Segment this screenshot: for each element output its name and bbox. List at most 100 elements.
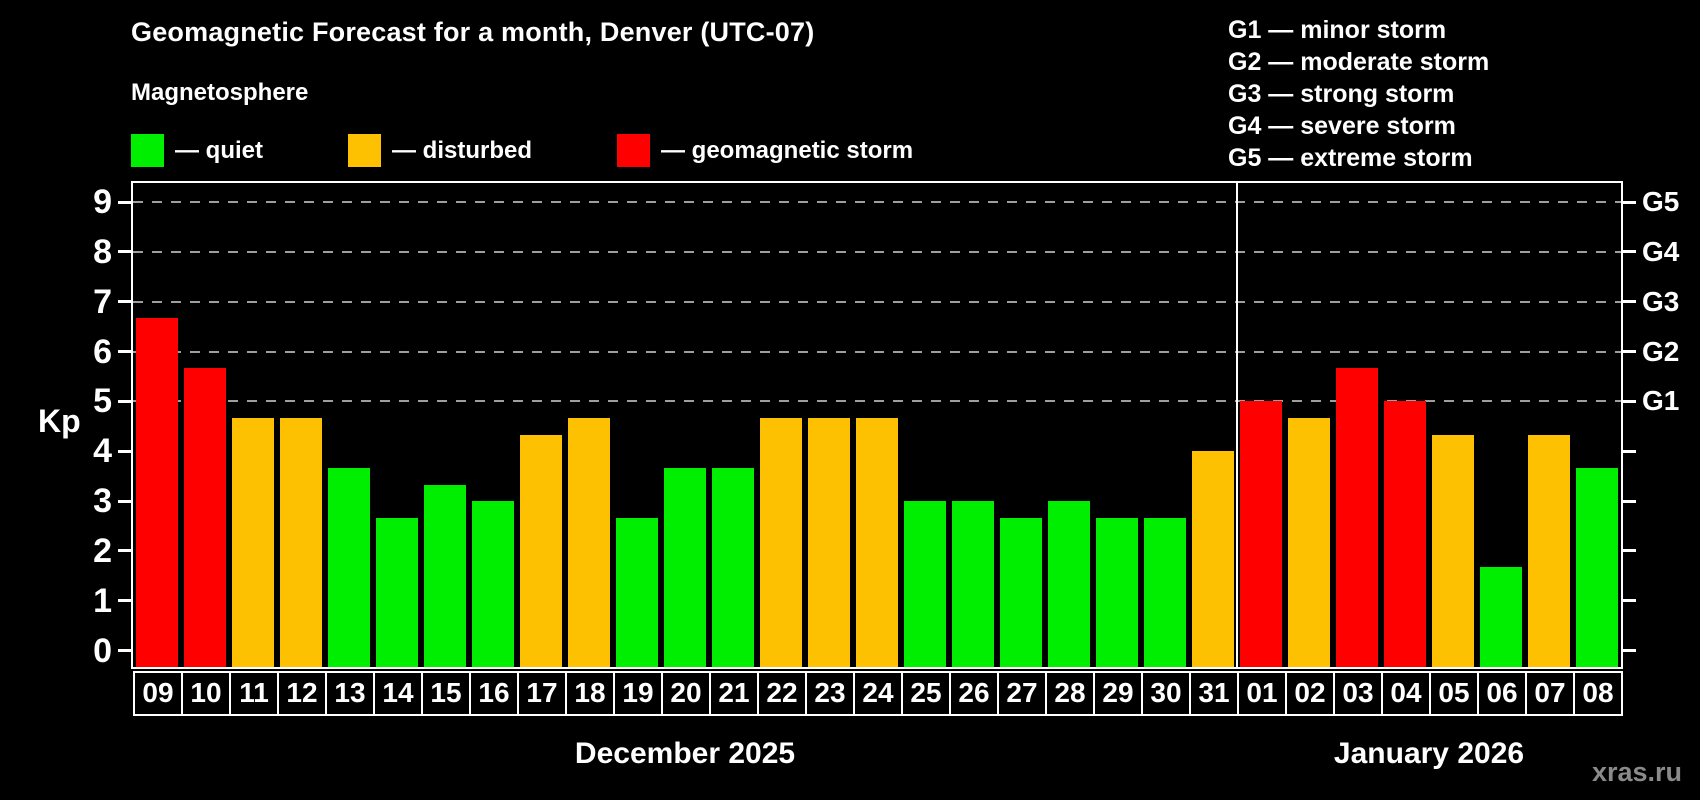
kp-gridline — [133, 350, 1621, 353]
kp-bar — [616, 517, 658, 667]
y-axis-tick — [118, 200, 131, 204]
disturbed-legend-label: — disturbed — [392, 137, 533, 164]
y-axis-tick-label: 8 — [93, 232, 112, 271]
y-axis-tick-right — [1623, 449, 1636, 453]
kp-bar — [760, 417, 802, 667]
kp-gridline — [133, 201, 1621, 204]
month-label-left: December 2025 — [574, 737, 796, 770]
kp-bar — [808, 417, 850, 667]
y-axis-tick-label: 9 — [93, 183, 112, 222]
kp-bar — [664, 467, 706, 667]
y-axis-tick-right — [1623, 300, 1636, 304]
kp-bar — [856, 417, 898, 667]
y-axis-tick-label: 1 — [93, 581, 112, 620]
date-label: 31 — [1189, 671, 1239, 716]
quiet-legend-label: — quiet — [175, 137, 263, 164]
y-axis-tick — [118, 649, 131, 652]
g4-legend-line: G4 — severe storm — [1228, 112, 1456, 140]
date-label: 22 — [757, 671, 807, 716]
storm-legend-swatch — [617, 134, 650, 167]
quiet-legend-swatch — [131, 134, 164, 167]
kp-gridline — [133, 300, 1621, 303]
date-label: 12 — [277, 671, 327, 716]
kp-gridline — [133, 400, 1621, 403]
kp-bar — [1000, 517, 1042, 667]
kp-bar — [1480, 567, 1522, 667]
kp-bar — [568, 417, 610, 667]
date-label: 05 — [1429, 671, 1479, 716]
date-label: 19 — [613, 671, 663, 716]
kp-bar — [328, 467, 370, 667]
date-label: 28 — [1045, 671, 1095, 716]
date-label: 04 — [1381, 671, 1431, 716]
date-label: 18 — [565, 671, 615, 716]
y-axis-tick-right — [1623, 250, 1636, 254]
y-axis-tick — [118, 300, 131, 304]
kp-bar — [520, 434, 562, 667]
kp-bar — [1240, 401, 1282, 667]
date-label: 15 — [421, 671, 471, 716]
kp-bar — [1192, 451, 1234, 667]
g-scale-tick-label: G5 — [1642, 186, 1680, 218]
y-axis-tick-label: 2 — [93, 531, 112, 570]
kp-bar — [1288, 417, 1330, 667]
kp-bar — [232, 417, 274, 667]
month-label-right: January 2026 — [1333, 737, 1525, 770]
kp-bar — [280, 417, 322, 667]
kp-bar — [472, 501, 514, 667]
y-axis-tick — [118, 350, 131, 354]
y-axis-tick — [118, 449, 131, 453]
date-label: 25 — [901, 671, 951, 716]
kp-bar — [1144, 517, 1186, 667]
kp-bar — [1048, 501, 1090, 667]
y-axis-tick-label: 7 — [93, 282, 112, 321]
kp-gridline — [133, 250, 1621, 253]
g-scale-tick-label: G4 — [1642, 235, 1680, 267]
kp-bar — [952, 501, 994, 667]
date-label: 24 — [853, 671, 903, 716]
date-label: 23 — [805, 671, 855, 716]
y-axis-tick-right — [1623, 200, 1636, 204]
kp-bar — [184, 368, 226, 667]
y-axis-tick — [118, 250, 131, 254]
g-scale-legend: G1 — minor storm G2 — moderate storm G3 … — [1228, 14, 1489, 174]
chart-subtitle: Magnetosphere — [131, 79, 309, 106]
g-scale-tick-label: G2 — [1642, 335, 1680, 367]
kp-bar — [1432, 434, 1474, 667]
g-scale-tick-label: G1 — [1642, 385, 1680, 417]
g1-legend-line: G1 — minor storm — [1228, 16, 1447, 44]
date-label: 26 — [949, 671, 999, 716]
y-axis-tick-right — [1623, 350, 1636, 354]
date-label: 11 — [229, 671, 279, 716]
date-label: 20 — [661, 671, 711, 716]
y-axis-tick-label: 6 — [93, 332, 112, 371]
kp-bar — [904, 501, 946, 667]
date-label: 07 — [1525, 671, 1575, 716]
date-label: 02 — [1285, 671, 1335, 716]
date-label: 09 — [133, 671, 183, 716]
kp-bar — [1384, 401, 1426, 667]
g2-legend-line: G2 — moderate storm — [1228, 48, 1490, 76]
y-axis-tick-label: 0 — [93, 631, 112, 670]
date-label: 13 — [325, 671, 375, 716]
date-label: 03 — [1333, 671, 1383, 716]
plot-area — [131, 181, 1623, 669]
y-axis-tick-label: 3 — [93, 482, 112, 520]
y-axis-tick-right — [1623, 599, 1636, 603]
y-axis-tick-right — [1623, 499, 1636, 503]
g-scale-tick-label: G3 — [1642, 285, 1680, 317]
date-label: 06 — [1477, 671, 1527, 716]
disturbed-legend-swatch — [348, 134, 381, 167]
date-label: 21 — [709, 671, 759, 716]
y-axis-tick — [118, 599, 131, 603]
kp-bar — [712, 467, 754, 667]
kp-bar — [1096, 517, 1138, 667]
kp-bar — [1576, 467, 1618, 667]
watermark: xras.ru — [1591, 757, 1682, 787]
g5-legend-line: G5 — extreme storm — [1228, 144, 1473, 172]
kp-bar — [1336, 368, 1378, 667]
date-label: 08 — [1573, 671, 1623, 716]
date-label: 27 — [997, 671, 1047, 716]
date-label: 14 — [373, 671, 423, 716]
